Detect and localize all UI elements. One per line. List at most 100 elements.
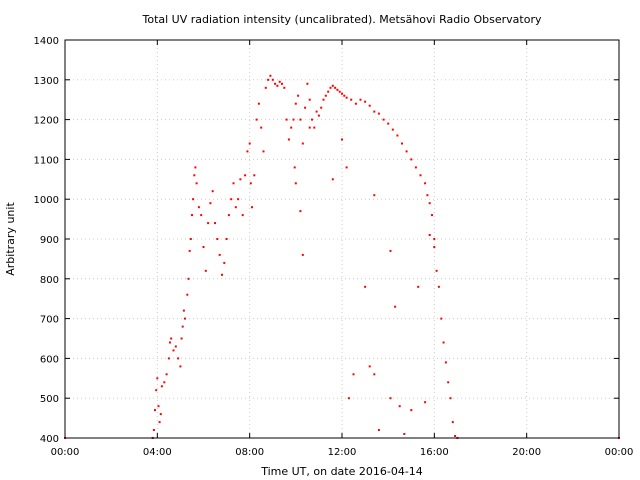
data-point (368, 104, 371, 107)
data-point (433, 246, 436, 248)
data-point (424, 401, 427, 404)
y-tick-label: 500 (40, 394, 59, 405)
data-point (159, 413, 162, 416)
data-point (311, 118, 313, 121)
data-point (352, 373, 355, 376)
y-axis-label: Arbitrary unit (4, 202, 17, 276)
data-point (251, 206, 253, 209)
data-point (218, 253, 221, 256)
data-point (186, 293, 189, 296)
data-point (188, 249, 191, 252)
data-point (308, 98, 311, 101)
data-point (301, 142, 304, 145)
data-point (170, 337, 173, 340)
y-tick-label: 400 (40, 434, 59, 445)
y-tick-label: 1400 (34, 36, 59, 47)
data-point (292, 118, 295, 121)
data-point (391, 128, 394, 131)
chart-title: Total UV radiation intensity (uncalibrat… (142, 13, 542, 26)
data-point (216, 238, 219, 240)
grid-lines (65, 40, 619, 438)
data-point (444, 361, 447, 364)
y-tick-label: 1100 (34, 155, 59, 166)
data-point (428, 234, 431, 236)
data-point (414, 166, 417, 169)
data-points (64, 74, 620, 439)
data-point (373, 373, 376, 376)
data-point (285, 118, 288, 121)
data-point (368, 365, 371, 368)
data-point (267, 78, 270, 81)
data-point (454, 435, 457, 437)
data-point (373, 194, 376, 197)
data-point (158, 421, 161, 424)
data-point (169, 341, 171, 344)
y-tick-label: 1200 (34, 116, 59, 127)
data-point (181, 325, 184, 328)
data-point (257, 102, 260, 105)
y-tick-label: 800 (40, 275, 59, 286)
data-point (241, 214, 244, 217)
data-point (207, 222, 210, 225)
data-point (160, 385, 163, 388)
data-point (214, 222, 216, 225)
data-point (345, 96, 348, 99)
data-point (154, 409, 156, 412)
data-point (394, 305, 397, 308)
data-point (192, 198, 195, 201)
data-point (179, 365, 182, 368)
data-point (336, 88, 339, 91)
data-point (435, 269, 438, 272)
data-point (417, 285, 420, 288)
data-point (405, 150, 408, 153)
data-point (194, 166, 197, 169)
data-point (271, 78, 274, 81)
data-point (283, 86, 286, 89)
data-point (347, 397, 350, 400)
data-point (398, 405, 401, 408)
data-point (269, 74, 272, 77)
y-tick-label: 1000 (34, 195, 59, 206)
data-point (232, 182, 235, 185)
x-tick-label: 12:00 (328, 447, 357, 458)
data-point (396, 134, 399, 137)
data-point (260, 126, 263, 129)
data-point (437, 285, 440, 288)
data-point (424, 182, 427, 185)
data-point (341, 92, 343, 95)
data-point (359, 98, 362, 101)
data-point (320, 106, 323, 109)
axis-ticks (64, 39, 620, 439)
data-point (294, 182, 297, 185)
data-point (341, 138, 343, 141)
data-point (306, 82, 309, 85)
data-point (221, 273, 223, 276)
data-point (180, 337, 183, 340)
data-point (209, 202, 212, 205)
data-point (294, 102, 297, 105)
data-point (274, 82, 277, 85)
data-point (230, 198, 233, 201)
data-point (329, 86, 332, 89)
data-point (223, 261, 226, 264)
data-point (426, 194, 429, 197)
data-point (354, 102, 357, 105)
data-point (193, 174, 196, 177)
data-point (200, 214, 203, 217)
data-point (249, 182, 252, 185)
data-point (278, 80, 281, 83)
data-point (345, 166, 348, 169)
data-point (322, 98, 325, 101)
data-point (431, 214, 433, 217)
data-point (197, 206, 200, 209)
data-point (410, 158, 413, 161)
data-point (182, 309, 185, 312)
data-point (281, 82, 283, 85)
data-point (239, 178, 242, 181)
data-point (290, 126, 293, 129)
data-point (313, 126, 316, 129)
data-point (433, 238, 436, 240)
data-point (204, 269, 207, 272)
data-point (163, 381, 166, 384)
